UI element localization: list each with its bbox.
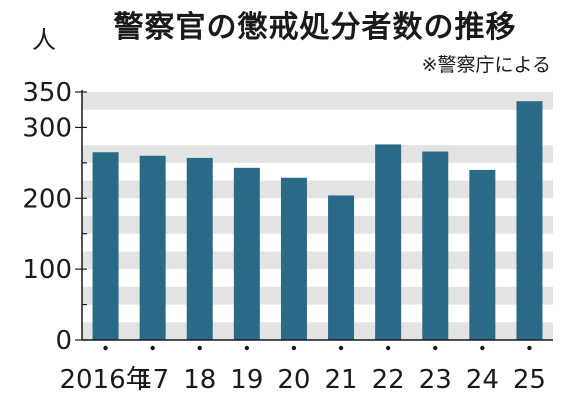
- bar-22: [375, 144, 402, 340]
- chart-title: 警察官の懲戒処分者数の推移: [113, 10, 517, 45]
- x-tick-dot: [197, 345, 202, 351]
- bar-23: [422, 151, 449, 340]
- bar-24: [469, 169, 496, 340]
- bar-21: [328, 195, 355, 340]
- y-tick-label: 200: [22, 184, 72, 214]
- y-tick-label: 0: [55, 326, 72, 356]
- x-tick-dot: [244, 345, 250, 351]
- x-tick-dot: [338, 345, 344, 351]
- x-tick-label: 24: [466, 365, 499, 395]
- chart-source-note: ※警察庁による: [421, 54, 551, 76]
- x-tick-label: 23: [419, 365, 452, 395]
- x-tick-label: 20: [277, 365, 310, 395]
- bar-19: [233, 167, 260, 340]
- bar-2016年: [92, 152, 119, 340]
- x-tick-dot: [480, 345, 485, 351]
- bar-25: [516, 101, 543, 340]
- x-tick-label: 19: [230, 365, 263, 395]
- x-tick-dot: [527, 345, 532, 351]
- bar-18: [186, 157, 213, 340]
- x-tick-dot: [385, 345, 391, 351]
- x-tick-label: 25: [513, 365, 546, 395]
- y-tick-label: 350: [22, 78, 72, 108]
- x-tick-dot: [150, 345, 155, 351]
- x-tick-label: 18: [183, 365, 216, 395]
- bar-20: [280, 177, 307, 340]
- x-tick-label: 22: [372, 365, 405, 395]
- grid-band: [82, 92, 553, 110]
- x-tick-label: 2016年: [59, 365, 151, 395]
- x-tick-label: 21: [325, 365, 358, 395]
- x-tick-dot: [291, 345, 297, 351]
- bar-17: [139, 155, 166, 340]
- y-tick-label: 300: [22, 113, 72, 143]
- y-axis-unit: 人: [32, 26, 56, 54]
- x-tick-label: 17: [136, 365, 169, 395]
- y-tick-label: 100: [22, 255, 72, 285]
- x-tick-dot: [433, 345, 438, 351]
- x-tick-dot: [103, 345, 108, 351]
